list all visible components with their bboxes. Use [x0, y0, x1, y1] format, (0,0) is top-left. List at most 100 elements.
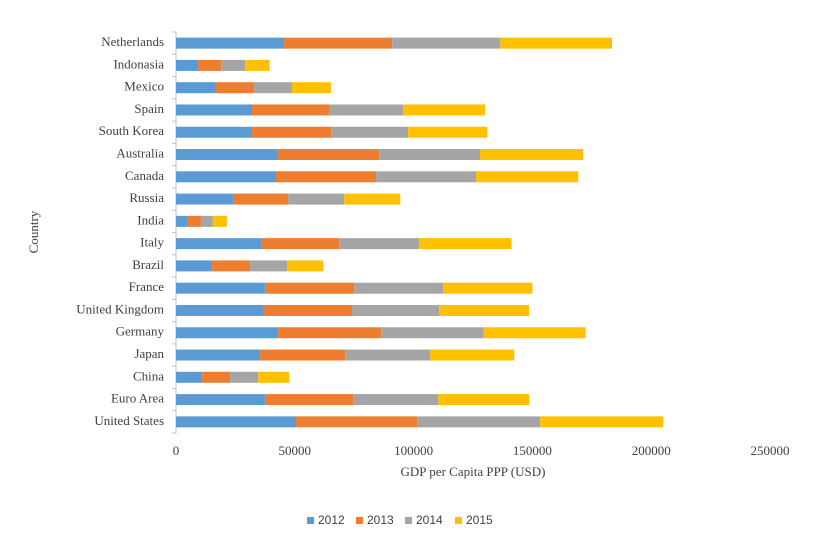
y-tick-label: South Korea — [99, 123, 165, 138]
x-axis-title: GDP per Capita PPP (USD) — [401, 464, 546, 479]
bar-segment — [176, 416, 296, 428]
bar-segment — [480, 149, 584, 161]
y-tick-label: Brazil — [132, 257, 164, 272]
bar-segment — [245, 59, 270, 71]
bar-segment — [258, 371, 290, 383]
bar-segment — [198, 59, 222, 71]
bar-segment — [261, 238, 340, 250]
y-tick-label: Russia — [129, 190, 164, 205]
bar-segment — [540, 416, 664, 428]
bar-segment — [176, 238, 262, 250]
bar-segment — [353, 394, 439, 406]
bar-segment — [417, 416, 541, 428]
bar-segment — [288, 193, 345, 205]
y-tick-label: India — [137, 212, 164, 227]
bar-segment — [287, 260, 324, 272]
bar-segment — [176, 59, 199, 71]
y-tick-label: Indonasia — [113, 56, 164, 71]
bar-segment — [233, 193, 289, 205]
bar-segment — [500, 37, 612, 49]
bar-segment — [176, 349, 261, 361]
y-tick-label: Canada — [125, 168, 164, 183]
y-tick-label: Mexico — [124, 79, 164, 94]
bar-segment — [276, 149, 380, 161]
bar-segment — [230, 371, 259, 383]
y-tick-label: United Kingdom — [76, 301, 164, 316]
bar-segment — [176, 37, 285, 49]
x-tick-label: 50000 — [279, 443, 312, 458]
bar-segment — [176, 394, 266, 406]
legend-label: 2014 — [416, 513, 443, 527]
bar-segment — [265, 394, 354, 406]
bar-segment — [352, 304, 440, 316]
bar-segment — [253, 82, 292, 94]
bar-segment — [176, 104, 253, 116]
bar-segment — [176, 171, 277, 183]
bar-segment — [438, 394, 530, 406]
legend-swatch — [455, 517, 462, 524]
bar-segment — [176, 215, 188, 227]
bar-segment — [331, 126, 409, 138]
bar-segment — [276, 171, 377, 183]
legend-swatch — [307, 517, 314, 524]
y-tick-label: United States — [94, 413, 164, 428]
y-tick-label: Italy — [140, 235, 164, 250]
bar-segment — [381, 327, 484, 339]
bar-segment — [295, 416, 418, 428]
x-tick-label: 100000 — [394, 443, 433, 458]
bar-segment — [284, 37, 393, 49]
x-tick-label: 200000 — [632, 443, 671, 458]
bar-segment — [176, 327, 279, 339]
bar-segment — [476, 171, 579, 183]
bar-segment — [252, 104, 330, 116]
y-tick-label: Australia — [116, 146, 164, 161]
x-tick-label: 0 — [173, 443, 180, 458]
bar-segment — [176, 371, 203, 383]
y-tick-label: Netherlands — [101, 34, 164, 49]
y-axis-title: Country — [26, 210, 41, 253]
bar-segment — [176, 304, 263, 316]
bar-segment — [212, 260, 251, 272]
bar-segment — [329, 104, 404, 116]
bar-segment — [345, 349, 431, 361]
legend-label: 2015 — [466, 513, 493, 527]
y-tick-label: Spain — [134, 101, 164, 116]
bar-segment — [403, 104, 486, 116]
bar-segment — [221, 59, 246, 71]
y-tick-label: China — [133, 368, 164, 383]
bar-segment — [187, 215, 201, 227]
x-tick-label: 250000 — [751, 443, 790, 458]
bar-segment — [215, 82, 254, 94]
bar-segment — [176, 282, 266, 294]
bar-segment — [483, 327, 586, 339]
bar-segment — [200, 215, 213, 227]
y-tick-label: Euro Area — [111, 391, 164, 406]
bar-segment — [265, 282, 355, 294]
bar-segment — [176, 149, 277, 161]
y-tick-label: Japan — [134, 346, 164, 361]
bar-segment — [212, 215, 227, 227]
bar-segment — [430, 349, 515, 361]
bar-segment — [443, 282, 533, 294]
y-tick-label: France — [129, 279, 165, 294]
bar-segment — [354, 282, 444, 294]
bar-segment — [344, 193, 401, 205]
bar-segment — [176, 193, 234, 205]
bar-segment — [176, 82, 216, 94]
bar-segment — [202, 371, 231, 383]
bar-segment — [291, 82, 331, 94]
bar-segment — [439, 304, 530, 316]
bar-segment — [260, 349, 346, 361]
bar-segment — [392, 37, 501, 49]
bar-segment — [262, 304, 353, 316]
bar-segment — [278, 327, 382, 339]
bar-segment — [408, 126, 488, 138]
legend-label: 2012 — [318, 513, 345, 527]
legend-swatch — [356, 517, 363, 524]
x-tick-label: 150000 — [513, 443, 552, 458]
bar-segment — [252, 126, 332, 138]
bar-segment — [339, 238, 420, 250]
bar-segment — [176, 260, 213, 272]
y-tick-label: Germany — [116, 324, 165, 339]
